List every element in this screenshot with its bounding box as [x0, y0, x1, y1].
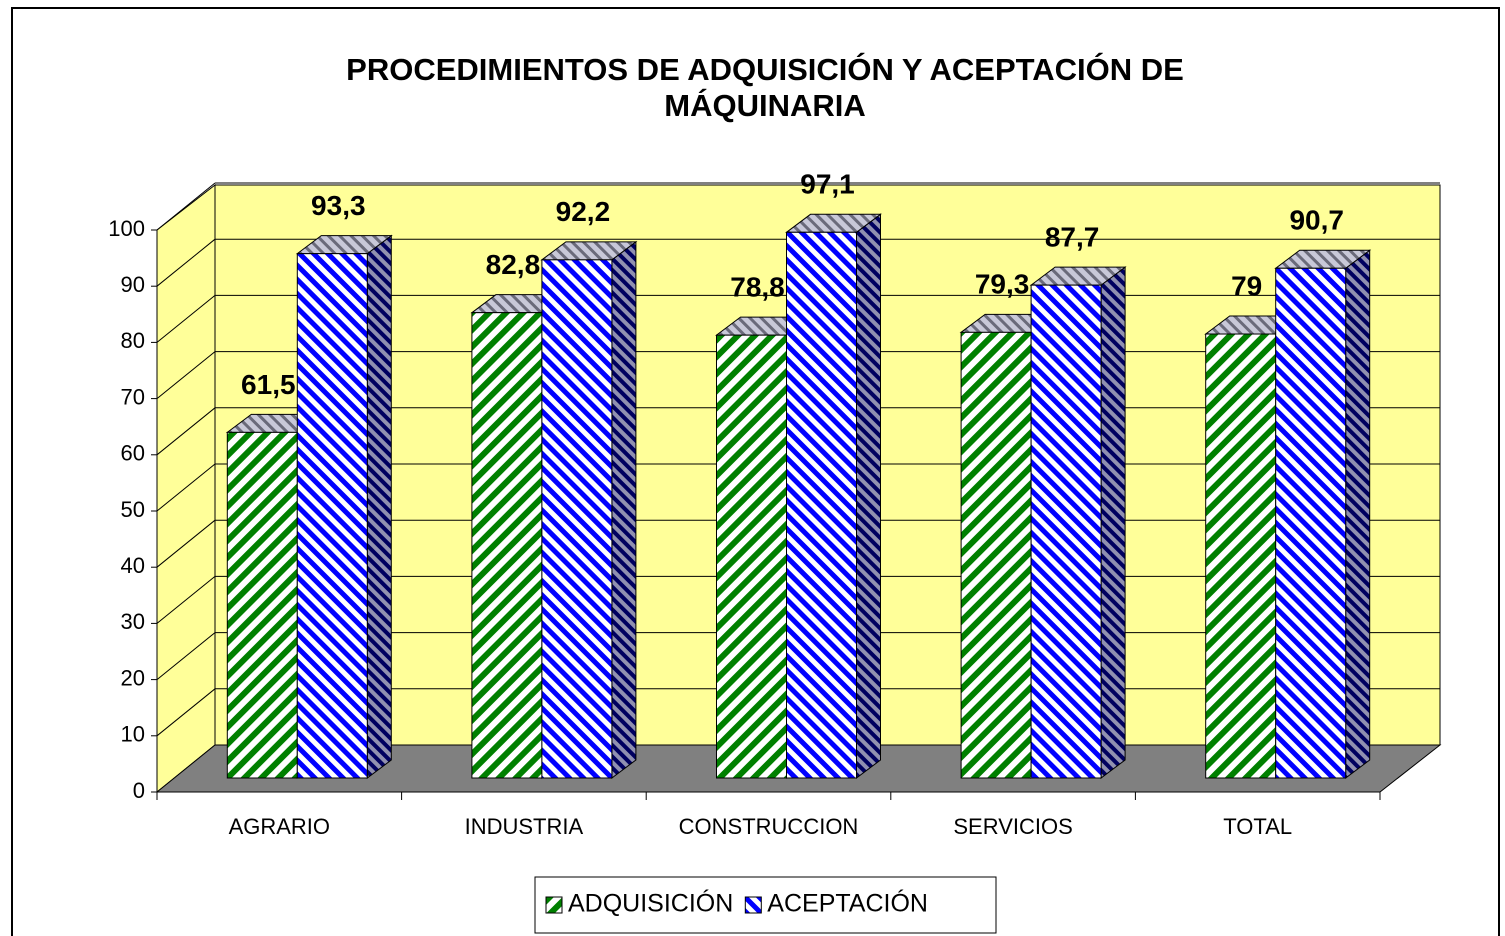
chart-title: PROCEDIMIENTOS DE ADQUISICIÓN Y ACEPTACI…: [346, 52, 1184, 123]
grid-line: [156, 463, 216, 512]
legend-swatch: [545, 896, 563, 914]
x-tick-label: CONSTRUCCION: [679, 814, 859, 839]
data-label: 90,7: [1289, 205, 1344, 236]
grid-line: [156, 295, 216, 343]
data-label: 79: [1231, 270, 1262, 301]
x-tick-label: SERVICIOS: [953, 814, 1072, 839]
data-label: 78,8: [730, 272, 785, 303]
bar: [296, 253, 368, 779]
bar: [471, 312, 543, 779]
grid-line: [156, 407, 216, 456]
legend-label: ADQUISICIÓN: [568, 889, 733, 918]
bar: [1030, 284, 1102, 779]
grid-line: [156, 351, 216, 399]
data-label: 82,8: [486, 249, 541, 280]
bar: [1205, 333, 1277, 779]
bar: [786, 231, 857, 779]
bar: [1275, 267, 1347, 779]
y-tick-label: 40: [121, 553, 145, 578]
x-tick-label: AGRARIO: [229, 814, 330, 839]
bar: [716, 334, 787, 779]
bar-side: [366, 234, 392, 779]
y-tick-label: 90: [121, 272, 145, 297]
y-tick-label: 30: [121, 609, 145, 634]
legend-label: ACEPTACIÓN: [767, 889, 928, 918]
y-tick-label: 60: [121, 441, 145, 466]
x-tick-label: INDUSTRIA: [465, 814, 584, 839]
data-label: 79,3: [975, 269, 1030, 300]
data-label: 61,5: [241, 369, 296, 400]
legend-swatch: [744, 896, 762, 914]
bar: [541, 259, 613, 779]
bar-side: [611, 240, 637, 779]
bar-side: [1100, 266, 1126, 779]
y-tick-label: 20: [121, 665, 145, 690]
bar: [226, 431, 298, 779]
grid-line: [156, 182, 216, 231]
data-label: 92,2: [556, 196, 611, 227]
y-tick-label: 100: [108, 216, 145, 241]
bar-side: [1345, 249, 1371, 779]
side-wall: [156, 183, 216, 794]
x-tick-label: TOTAL: [1223, 814, 1292, 839]
grid-line: [156, 632, 216, 680]
grid-line: [156, 519, 216, 568]
legend-box: [534, 876, 997, 934]
y-tick-label: 10: [121, 722, 145, 747]
grid-line: [156, 238, 216, 287]
y-tick-label: 70: [121, 384, 145, 409]
data-label: 97,1: [800, 169, 855, 200]
grid-line: [156, 688, 216, 737]
y-tick-label: 0: [133, 778, 145, 803]
data-label: 87,7: [1045, 222, 1100, 253]
data-label: 93,3: [311, 190, 366, 221]
y-tick-label: 50: [121, 497, 145, 522]
grid-line: [156, 576, 216, 624]
bar: [960, 331, 1032, 779]
bar-side: [856, 213, 881, 779]
y-tick-label: 80: [121, 328, 145, 353]
